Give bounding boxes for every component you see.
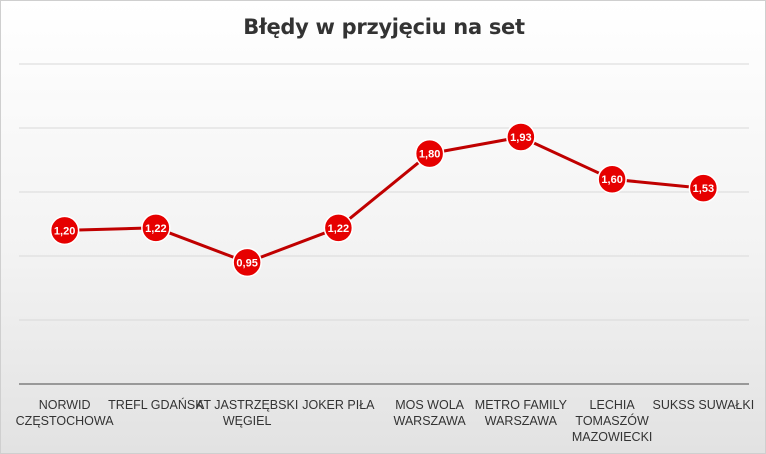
category-label-line: CZĘSTOCHOWA <box>16 414 115 428</box>
category-label: TREFL GDAŃSK <box>108 397 204 412</box>
data-point <box>232 247 262 278</box>
series-line <box>64 135 704 264</box>
category-label-line: AT JASTRZĘBSKI <box>196 398 298 412</box>
category-label-line: NORWID <box>39 398 91 412</box>
category-label-line: TOMASZÓW <box>575 413 649 428</box>
data-label: 1,60 <box>601 174 622 186</box>
category-label: SUKSS SUWAŁKI <box>653 398 755 412</box>
category-label: JOKER PIŁA <box>302 398 375 412</box>
data-label: 0,95 <box>236 257 257 269</box>
category-label-line: TREFL GDAŃSK <box>108 397 204 412</box>
category-label-line: WARSZAWA <box>485 414 558 428</box>
data-point <box>323 213 354 243</box>
data-point-layer: 1,20 1,22 0,95 1,22 1,80 1,93 1,60 1,53 <box>49 122 719 278</box>
category-label-line: JOKER PIŁA <box>302 398 375 412</box>
category-label: NORWID CZĘSTOCHOWA <box>16 398 115 428</box>
category-label-line: SUKSS SUWAŁKI <box>653 398 755 412</box>
category-label: AT JASTRZĘBSKI WĘGIEL <box>196 398 298 428</box>
data-point <box>506 122 536 152</box>
chart-title: Błędy w przyjęciu na set <box>243 15 525 39</box>
category-label-line: WĘGIEL <box>223 414 272 428</box>
data-point <box>414 138 445 169</box>
category-label-line: MOS WOLA <box>395 398 464 412</box>
category-label-line: METRO FAMILY <box>475 398 568 412</box>
category-label-line: WARSZAWA <box>394 414 467 428</box>
category-label-line: LECHIA <box>590 398 636 412</box>
data-label: 1,80 <box>419 149 440 161</box>
category-label-line: MAZOWIECKI <box>572 430 653 444</box>
data-label: 1,53 <box>693 183 714 195</box>
data-label: 1,22 <box>328 223 349 235</box>
data-label: 1,22 <box>145 223 166 235</box>
data-label: 1,93 <box>510 132 531 144</box>
category-label: METRO FAMILY WARSZAWA <box>475 398 568 428</box>
data-point <box>141 213 171 243</box>
data-label: 1,20 <box>54 225 75 237</box>
data-point <box>688 173 719 203</box>
data-point <box>597 164 627 194</box>
category-label: LECHIA TOMASZÓW MAZOWIECKI <box>572 398 653 444</box>
category-label: MOS WOLA WARSZAWA <box>394 398 467 428</box>
gridlines <box>19 63 749 385</box>
data-point <box>49 215 80 246</box>
series-line-layer <box>64 135 704 264</box>
